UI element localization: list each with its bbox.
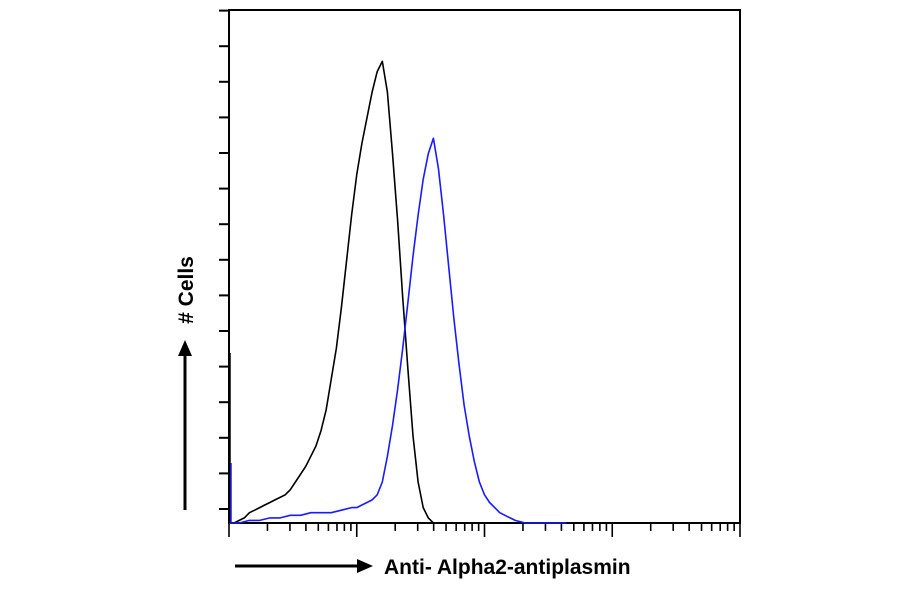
y-axis-arrow-head [178,340,192,356]
plot-frame [228,9,741,524]
control-histogram-line [229,60,465,524]
y-axis-label: # Cells [175,256,198,324]
stained-histogram-line [229,137,567,524]
y-axis-ticks [219,9,229,510]
x-axis-ticks [228,523,741,537]
x-axis-arrow-head [357,559,373,573]
x-axis-label: Anti- Alpha2-antiplasmin [384,556,631,579]
series-layer [229,60,567,524]
